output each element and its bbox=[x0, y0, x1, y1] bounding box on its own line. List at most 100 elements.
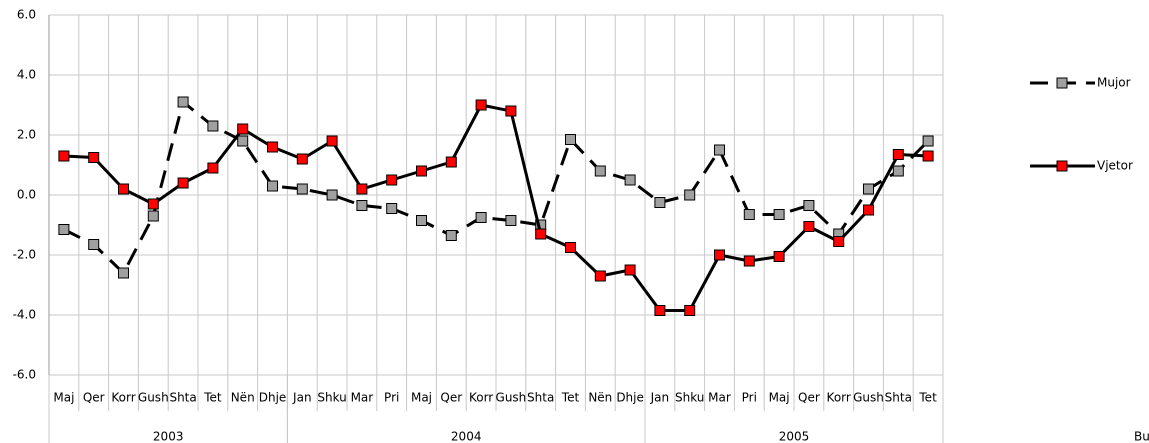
marker bbox=[594, 270, 606, 282]
x-tick-label: Jan bbox=[292, 391, 312, 405]
marker bbox=[714, 144, 725, 156]
x-tick-label: Pri bbox=[384, 391, 399, 405]
x-tick-label: Shta bbox=[885, 391, 912, 405]
marker bbox=[326, 135, 338, 147]
marker bbox=[445, 156, 457, 168]
x-tick-label: Qer bbox=[798, 391, 820, 405]
marker bbox=[594, 165, 606, 177]
marker bbox=[267, 141, 278, 153]
marker bbox=[773, 251, 785, 262]
x-tick-label: Dhje bbox=[616, 391, 644, 405]
marker bbox=[684, 189, 696, 201]
marker bbox=[118, 267, 129, 279]
marker bbox=[177, 96, 189, 108]
x-group-label: 2005 bbox=[779, 430, 810, 443]
x-tick-label: Tet bbox=[918, 391, 937, 405]
marker bbox=[296, 183, 308, 195]
y-tick-label: -2.0 bbox=[13, 248, 36, 262]
marker bbox=[88, 152, 100, 163]
marker bbox=[267, 180, 278, 192]
x-tick-label: Maj bbox=[411, 391, 432, 405]
x-tick-label: Maj bbox=[769, 391, 790, 405]
marker bbox=[684, 305, 696, 316]
marker bbox=[565, 242, 576, 253]
x-tick-label: Dhje bbox=[259, 391, 287, 405]
marker bbox=[445, 230, 457, 241]
legend-label: Mujor bbox=[1097, 76, 1131, 90]
marker bbox=[177, 177, 189, 189]
marker bbox=[922, 135, 934, 147]
y-tick-label: -6.0 bbox=[13, 368, 36, 382]
marker bbox=[118, 183, 129, 195]
marker bbox=[803, 221, 815, 232]
marker bbox=[743, 255, 755, 267]
marker bbox=[326, 189, 338, 201]
marker bbox=[505, 215, 517, 226]
marker bbox=[475, 212, 487, 223]
marker bbox=[922, 150, 934, 162]
marker bbox=[237, 135, 249, 147]
marker bbox=[654, 305, 666, 316]
marker bbox=[356, 183, 368, 195]
marker bbox=[416, 215, 427, 226]
y-tick-label: 2.0 bbox=[17, 128, 36, 142]
x-tick-label: Tet bbox=[203, 391, 222, 405]
x-tick-label: Gush bbox=[496, 391, 527, 405]
marker bbox=[654, 197, 666, 208]
marker bbox=[773, 209, 785, 220]
marker bbox=[624, 264, 636, 276]
x-tick-label: Korr bbox=[827, 391, 851, 405]
x-tick-label: Mar bbox=[351, 391, 374, 405]
x-tick-label: Nën bbox=[231, 391, 255, 405]
x-tick-label: Gush bbox=[853, 391, 884, 405]
legend-label: Vjetor bbox=[1097, 159, 1133, 173]
x-tick-label: Shku bbox=[675, 391, 704, 405]
x-tick-label: Shta bbox=[527, 391, 554, 405]
marker bbox=[147, 210, 159, 222]
marker bbox=[58, 150, 70, 162]
x-tick-label: Korr bbox=[469, 391, 493, 405]
y-tick-label: 0.0 bbox=[17, 188, 36, 202]
x-tick-label: Mar bbox=[708, 391, 731, 405]
x-tick-label: Shku bbox=[317, 391, 346, 405]
marker bbox=[803, 200, 815, 211]
marker bbox=[743, 209, 755, 220]
x-tick-label: Shta bbox=[169, 391, 196, 405]
marker bbox=[207, 120, 219, 132]
x-group-label: 2003 bbox=[153, 430, 184, 443]
y-tick-label: -4.0 bbox=[13, 308, 36, 322]
legend-marker bbox=[1056, 77, 1068, 89]
marker bbox=[892, 149, 904, 160]
marker bbox=[833, 236, 845, 247]
y-tick-label: 4.0 bbox=[17, 68, 36, 82]
legend-marker bbox=[1056, 160, 1068, 172]
marker bbox=[58, 224, 70, 235]
marker bbox=[565, 134, 576, 145]
x-tick-label: Nën bbox=[588, 391, 612, 405]
marker bbox=[624, 174, 636, 186]
marker bbox=[356, 200, 368, 211]
x-tick-label: Tet bbox=[561, 391, 580, 405]
marker bbox=[147, 198, 159, 210]
marker bbox=[892, 165, 904, 177]
marker bbox=[863, 204, 874, 216]
x-tick-label: Qer bbox=[440, 391, 462, 405]
x-tick-label: Korr bbox=[111, 391, 135, 405]
marker bbox=[714, 249, 725, 261]
y-tick-label: 6.0 bbox=[17, 8, 36, 22]
marker bbox=[237, 123, 249, 135]
x-tick-label: Pri bbox=[742, 391, 757, 405]
x-tick-label: Jan bbox=[650, 391, 670, 405]
marker bbox=[88, 239, 100, 250]
x-tick-label: Qer bbox=[83, 391, 105, 405]
marker bbox=[296, 153, 308, 165]
marker bbox=[475, 99, 487, 111]
marker bbox=[386, 174, 398, 186]
marker bbox=[416, 165, 427, 177]
marker bbox=[386, 203, 398, 214]
x-group-label: 2004 bbox=[451, 430, 482, 443]
x-tick-label: Gush bbox=[138, 391, 169, 405]
marker bbox=[505, 105, 517, 117]
